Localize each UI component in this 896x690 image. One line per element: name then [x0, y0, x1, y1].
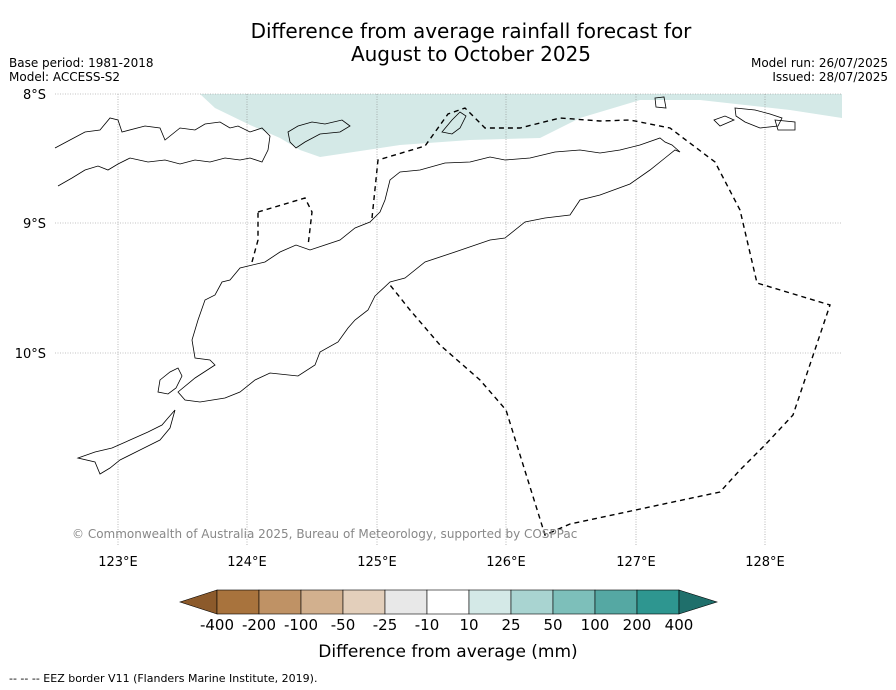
lon-labels: 123°E 124°E 125°E 126°E 127°E 128°E: [98, 555, 785, 570]
colorbar-tick-label: 50: [543, 616, 562, 634]
base-period: Base period: 1981-2018: [9, 56, 154, 70]
meta-left: Base period: 1981-2018 Model: ACCESS-S2: [9, 56, 154, 84]
colorbar-swatch: [300, 589, 344, 615]
islet-6: [654, 96, 667, 109]
coastlines: [54, 96, 796, 475]
islet-1: [287, 119, 351, 149]
lat-labels: 8°S 9°S 10°S: [15, 88, 46, 362]
islet-5: [713, 115, 735, 127]
rote-island: [157, 367, 183, 395]
timor-island: [177, 137, 681, 403]
colorbar-swatch: [426, 589, 470, 615]
colorbar-tick-label: 200: [623, 616, 652, 634]
model-name: Model: ACCESS-S2: [9, 70, 121, 84]
colorbar-tick-label: -400: [200, 616, 234, 634]
sumba-fragment: [76, 409, 176, 475]
colorbar-swatch: [384, 589, 428, 615]
issued-date: Issued: 28/07/2025: [772, 70, 888, 84]
meta-right: Model run: 26/07/2025 Issued: 28/07/2025: [751, 56, 888, 84]
lat-label-10s: 10°S: [15, 347, 46, 362]
colorbar-tick-label: -50: [331, 616, 356, 634]
colorbar-swatch: [510, 589, 554, 615]
colorbar: -400 -200 -100 -50 -25 -10 10 25 50 100 200 400: [179, 589, 718, 634]
wet-region: [200, 94, 842, 157]
lon-label-127e: 127°E: [616, 555, 656, 570]
alor-islands: [54, 117, 271, 187]
colorbar-tick-label: -100: [284, 616, 318, 634]
colorbar-tick-label: 10: [459, 616, 478, 634]
colorbar-extend-low: [179, 589, 218, 615]
lat-label-8s: 8°S: [23, 88, 46, 103]
colorbar-swatch: [216, 589, 260, 615]
map-title: Difference from average rainfall forecas…: [0, 20, 896, 66]
colorbar-tick-label: 400: [665, 616, 694, 634]
colorbar-swatch: [468, 589, 512, 615]
model-run: Model run: 26/07/2025: [750, 56, 888, 70]
colorbar-tick-label: 25: [501, 616, 520, 634]
colorbar-swatch: [552, 589, 596, 615]
lon-label-123e: 123°E: [98, 555, 138, 570]
islet-4: [774, 119, 796, 131]
lon-label-124e: 124°E: [227, 555, 267, 570]
colorbar-tick-label: -10: [415, 616, 440, 634]
islet-2: [441, 111, 467, 135]
colorbar-tick-label: -200: [242, 616, 276, 634]
colorbar-swatch: [594, 589, 638, 615]
lon-label-128e: 128°E: [745, 555, 785, 570]
colorbar-tick-label: 100: [581, 616, 610, 634]
lon-label-126e: 126°E: [486, 555, 526, 570]
legend-title: Difference from average (mm): [318, 642, 577, 662]
gridlines: [55, 93, 842, 545]
colorbar-swatch: [636, 589, 680, 615]
colorbar-extend-high: [678, 589, 718, 615]
title-line-2: August to October 2025: [350, 42, 592, 66]
colorbar-tick-label: -25: [373, 616, 398, 634]
copyright-text: © Commonwealth of Australia 2025, Bureau…: [72, 527, 577, 541]
colorbar-swatch: [342, 589, 386, 615]
title-line-1: Difference from average rainfall forecas…: [250, 19, 692, 43]
eez-footnote: -- -- -- EEZ border V11 (Flanders Marine…: [9, 672, 318, 685]
islet-3: [734, 107, 783, 129]
colorbar-swatch: [258, 589, 302, 615]
lat-label-9s: 9°S: [23, 217, 46, 232]
eez-border: [251, 107, 831, 536]
lon-label-125e: 125°E: [357, 555, 397, 570]
